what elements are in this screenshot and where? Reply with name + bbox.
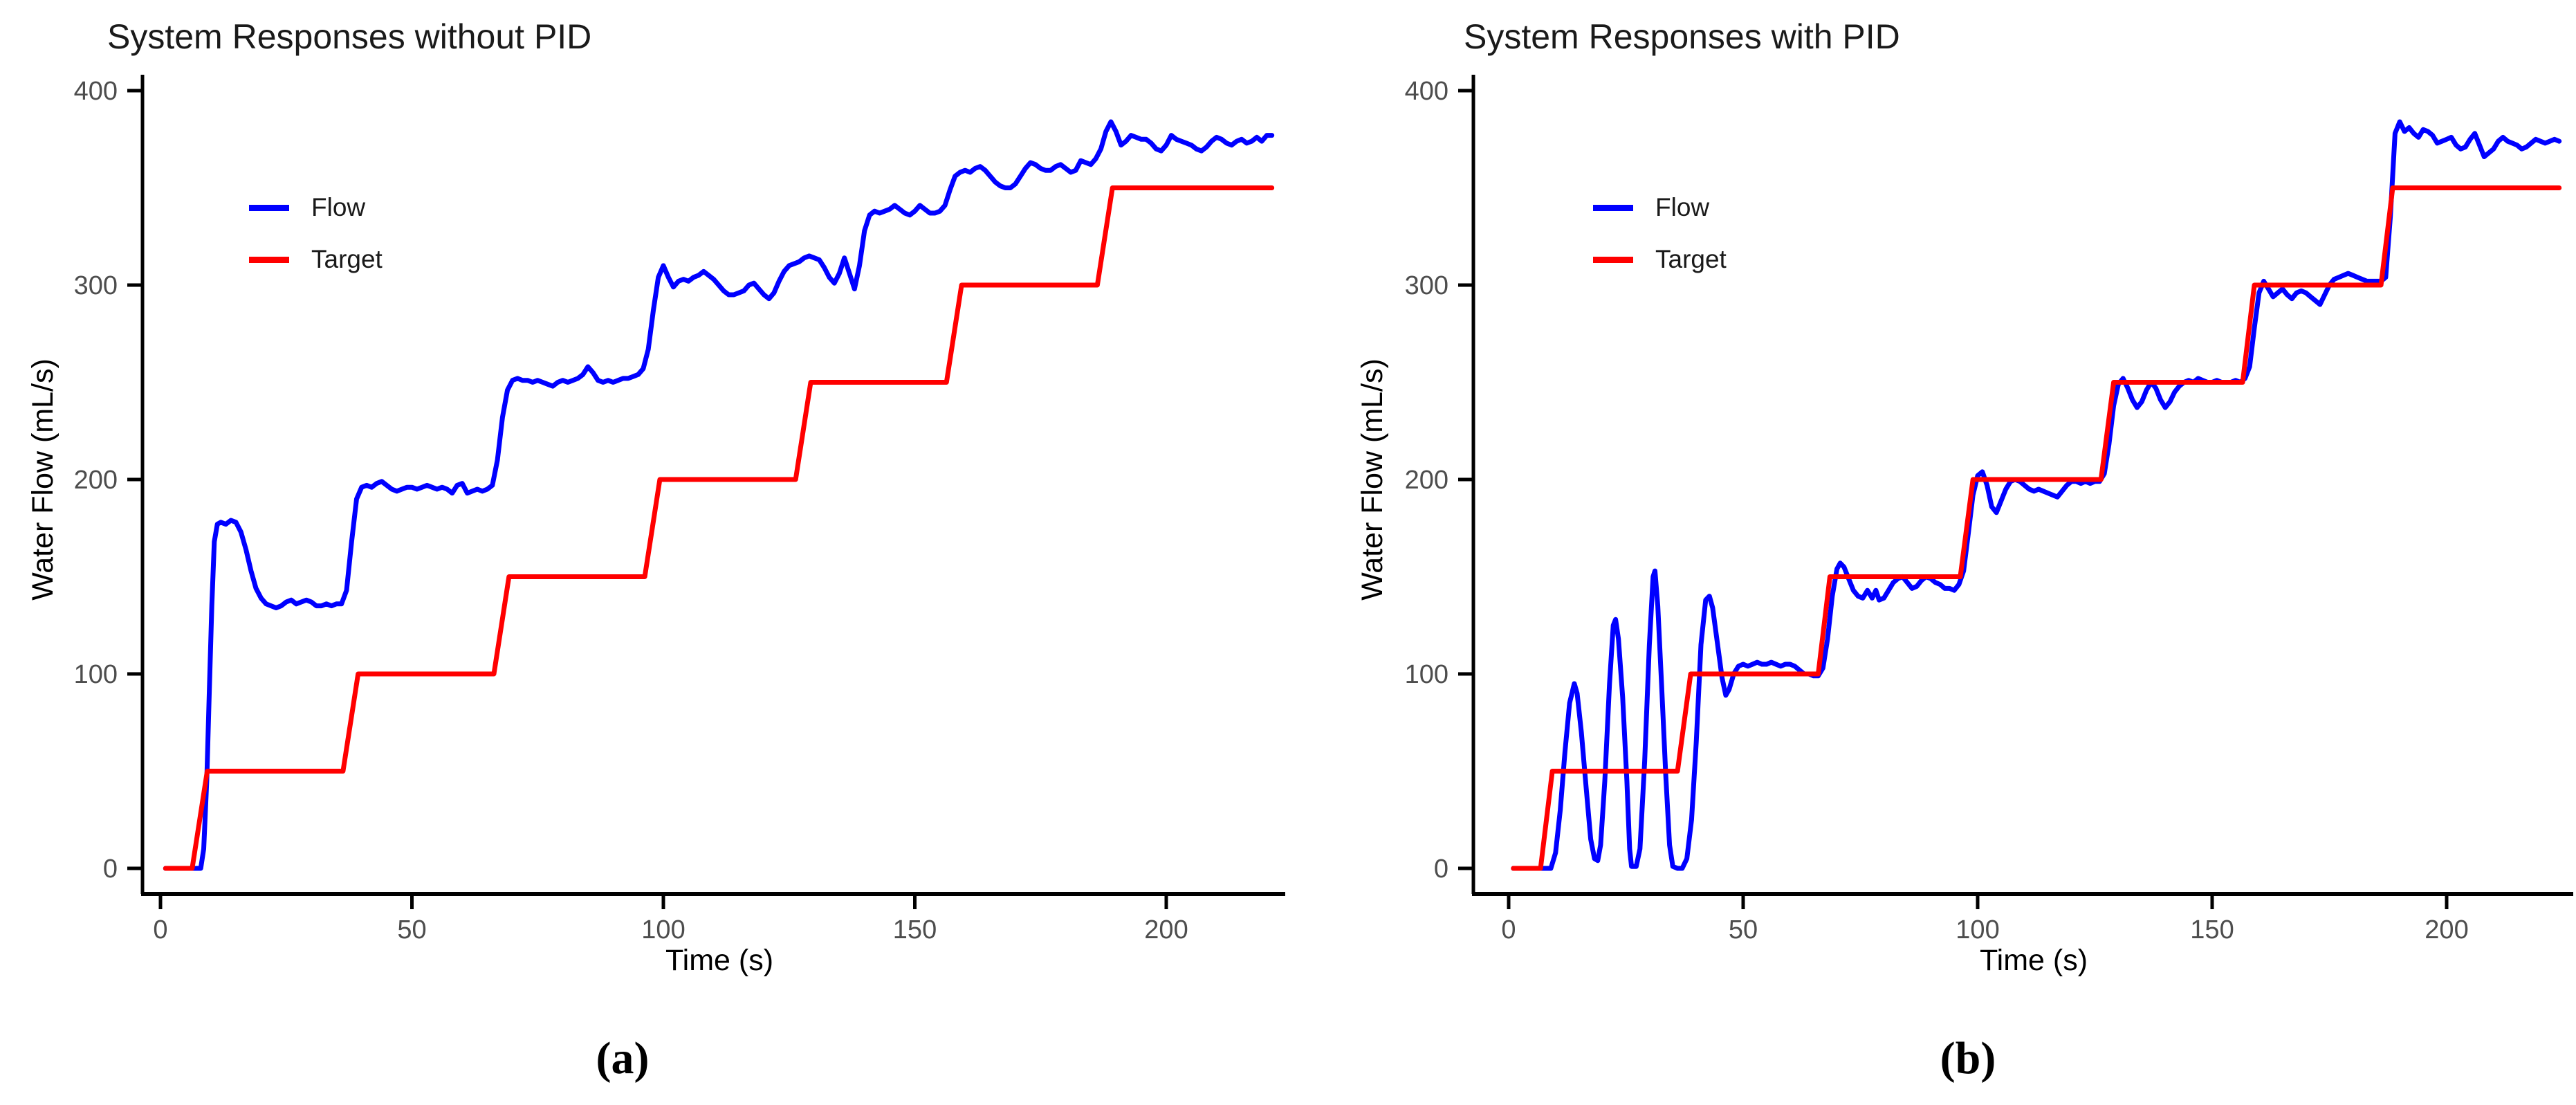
chart-b-plot-area: 0 50 100 150 200 0 100 200 300 400 — [1405, 75, 2573, 944]
chart-b-legend-item-target: Target — [1593, 245, 1727, 273]
caption-b: (b) — [1940, 1033, 1996, 1084]
flow-line — [163, 119, 1275, 871]
target-line-swatch-icon — [249, 256, 289, 263]
x-tick-label: 50 — [397, 915, 426, 944]
x-tick-label: 0 — [153, 915, 167, 944]
chart-a-x-axis-title: Time (s) — [665, 944, 774, 977]
x-tick-label: 100 — [1956, 915, 1999, 944]
chart-b-title: System Responses with PID — [1464, 17, 1900, 56]
chart-a-plot-area: 0 50 100 150 200 0 100 200 300 400 — [74, 75, 1285, 944]
chart-a-legend-item-target: Target — [249, 245, 383, 273]
y-tick-label: 300 — [1405, 271, 1448, 300]
x-tick-label: 0 — [1501, 915, 1516, 944]
x-tick-label: 150 — [2190, 915, 2234, 944]
caption-a: (a) — [596, 1033, 650, 1084]
legend-label-target: Target — [1655, 245, 1727, 273]
chart-a-y-axis-title: Water Flow (mL/s) — [26, 358, 59, 601]
chart-a-title: System Responses without PID — [107, 17, 592, 56]
target-line-swatch-icon — [1593, 256, 1633, 263]
chart-b-legend-item-flow: Flow — [1593, 193, 1710, 221]
y-tick-label: 0 — [103, 855, 118, 884]
y-tick-label: 0 — [1434, 855, 1448, 884]
legend-label-target: Target — [311, 245, 383, 273]
chart-b-x-axis-title: Time (s) — [1979, 944, 2088, 977]
x-tick-label: 50 — [1729, 915, 1758, 944]
flow-line-swatch-icon — [249, 204, 289, 211]
y-tick-label: 200 — [1405, 466, 1448, 495]
y-tick-label: 300 — [74, 271, 118, 300]
flow-line — [1511, 119, 2562, 871]
x-tick-label: 150 — [893, 915, 937, 944]
legend-label-flow: Flow — [1655, 193, 1710, 221]
y-tick-label: 100 — [74, 660, 118, 689]
x-tick-label: 100 — [641, 915, 685, 944]
target-line — [163, 185, 1275, 871]
y-tick-label: 200 — [74, 466, 118, 495]
flow-line-swatch-icon — [1593, 204, 1633, 211]
legend-label-flow: Flow — [311, 193, 366, 221]
chart-b-y-axis-title: Water Flow (mL/s) — [1356, 358, 1389, 601]
y-tick-label: 100 — [1405, 660, 1448, 689]
x-tick-label: 200 — [2425, 915, 2468, 944]
chart-a-legend-item-flow: Flow — [249, 193, 366, 221]
y-tick-label: 400 — [1405, 77, 1448, 106]
y-tick-label: 400 — [74, 77, 118, 106]
x-tick-label: 200 — [1144, 915, 1188, 944]
target-line — [1511, 185, 2562, 871]
